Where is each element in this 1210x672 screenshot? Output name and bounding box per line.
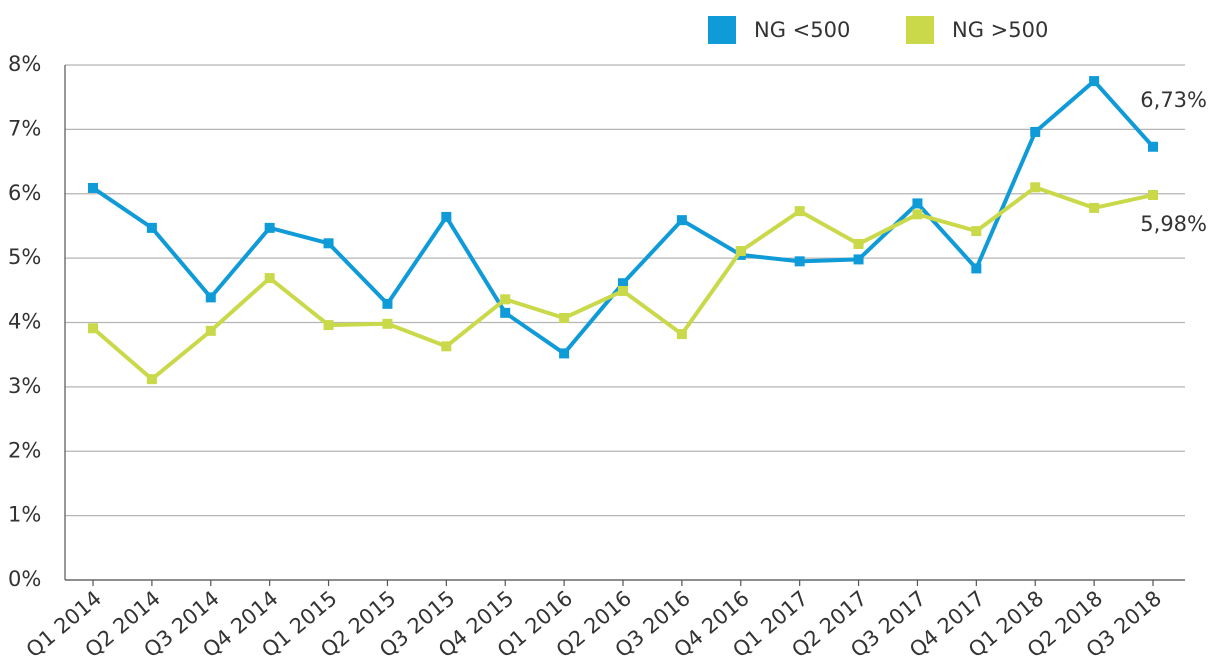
point — [441, 211, 452, 222]
y-tick-label: 3% — [8, 374, 41, 398]
point — [146, 222, 157, 233]
point — [676, 329, 687, 340]
point — [971, 263, 982, 274]
point — [1030, 182, 1041, 193]
point — [264, 222, 275, 233]
y-tick-label: 4% — [8, 310, 41, 334]
point — [559, 312, 570, 323]
point — [1030, 126, 1041, 137]
point — [500, 294, 511, 305]
point — [1148, 190, 1158, 201]
point — [1089, 76, 1100, 87]
y-tick-label: 2% — [8, 438, 41, 462]
point — [853, 238, 864, 249]
point — [912, 198, 923, 209]
point — [88, 323, 98, 334]
point — [1148, 141, 1158, 152]
point — [912, 209, 923, 220]
point — [971, 226, 982, 237]
point — [146, 374, 157, 385]
point — [500, 307, 511, 318]
point — [676, 215, 687, 226]
legend-label: NG <500 — [754, 18, 850, 42]
point — [853, 254, 864, 265]
point — [735, 246, 746, 257]
point — [618, 285, 628, 296]
point — [382, 298, 393, 309]
point — [1089, 202, 1100, 213]
y-tick-label: 1% — [8, 503, 41, 527]
point — [618, 278, 628, 289]
point — [323, 320, 334, 331]
point — [323, 238, 334, 249]
y-tick-label: 8% — [8, 52, 41, 76]
point — [794, 256, 805, 267]
point — [382, 318, 393, 329]
point — [441, 341, 452, 352]
legend-swatch — [906, 16, 934, 44]
legend-label: NG >500 — [952, 18, 1048, 42]
point — [205, 325, 216, 336]
point — [264, 273, 275, 284]
y-tick-label: 5% — [8, 245, 41, 269]
value-label: 6,73% — [1140, 88, 1207, 112]
point — [88, 182, 98, 193]
point — [794, 206, 805, 217]
point — [559, 348, 570, 359]
value-label: 5,98% — [1140, 212, 1207, 236]
y-tick-label: 6% — [8, 181, 41, 205]
legend-swatch — [708, 16, 736, 44]
y-tick-label: 7% — [8, 116, 41, 140]
y-tick-label: 0% — [8, 567, 41, 591]
point — [205, 292, 216, 303]
